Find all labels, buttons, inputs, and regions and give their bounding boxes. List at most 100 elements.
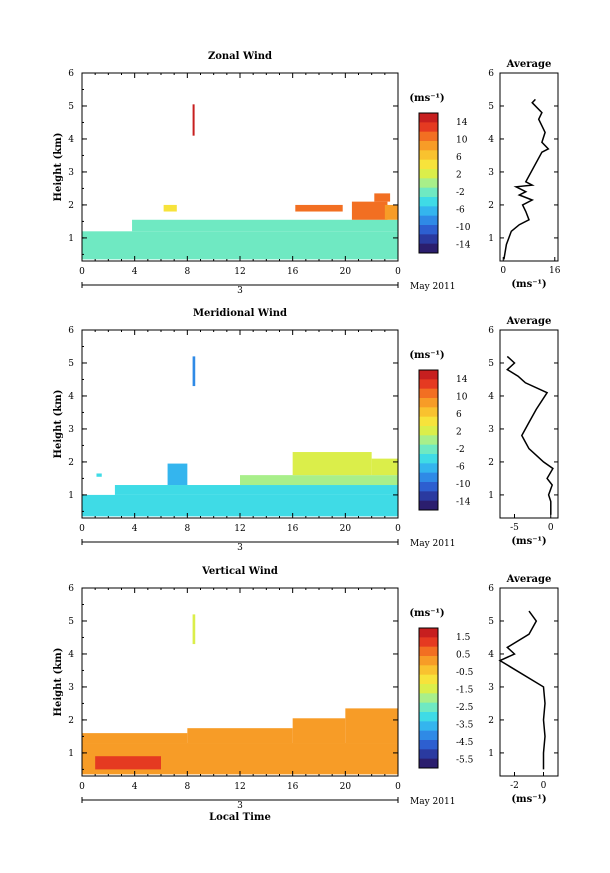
colorbar-tick-label: 6 bbox=[456, 153, 462, 163]
colorbar-unit: (ms⁻¹) bbox=[409, 608, 444, 619]
colorbar-swatch bbox=[419, 416, 438, 427]
y-tick-label: 4 bbox=[68, 135, 74, 145]
colorbar-swatch bbox=[419, 370, 438, 380]
profile-x-tick-label: -2 bbox=[510, 781, 519, 791]
heatmap-cell bbox=[82, 494, 398, 517]
colorbar-swatch bbox=[419, 225, 438, 235]
profile-x-tick-label: -5 bbox=[510, 523, 519, 533]
profile-y-tick-label: 2 bbox=[488, 201, 494, 211]
colorbar-swatch bbox=[419, 150, 438, 161]
date-label: 3 bbox=[237, 543, 243, 553]
month-label: May 2011 bbox=[410, 797, 455, 807]
colorbar-swatch bbox=[419, 243, 438, 254]
y-tick-label: 3 bbox=[68, 425, 74, 435]
colorbar: (ms⁻¹) 14 10 6 2 -2 -6 -10 -14 bbox=[409, 350, 471, 511]
month-label: May 2011 bbox=[410, 539, 455, 549]
x-tick-label: 0 bbox=[79, 782, 85, 792]
y-tick-label: 6 bbox=[68, 69, 74, 79]
heatmap-cell bbox=[292, 718, 346, 744]
x-tick-label: 16 bbox=[287, 782, 299, 792]
profile-title: Average bbox=[506, 59, 552, 70]
colorbar-swatch bbox=[419, 169, 438, 179]
profile-panel: Average 1 2 3 4 5 6 -2 0 (ms⁻¹) bbox=[488, 574, 559, 805]
profile-x-tick-label: 16 bbox=[549, 266, 561, 276]
y-tick-label: 3 bbox=[68, 168, 74, 178]
colorbar-tick-label: -1.5 bbox=[456, 685, 474, 695]
y-tick-label: 1 bbox=[68, 749, 74, 759]
colorbar-swatch bbox=[419, 693, 438, 704]
colorbar-tick-label: -4.5 bbox=[456, 738, 474, 748]
colorbar-swatch bbox=[419, 131, 438, 142]
colorbar-swatch bbox=[419, 141, 438, 151]
colorbar-tick-label: -10 bbox=[456, 480, 471, 490]
x-tick-label: 8 bbox=[184, 267, 190, 277]
colorbar-swatch bbox=[419, 628, 438, 638]
profile-title: Average bbox=[506, 316, 552, 327]
profile-y-tick-label: 1 bbox=[488, 234, 494, 244]
colorbar-swatch bbox=[419, 159, 438, 170]
x-tick-label: 16 bbox=[287, 524, 299, 534]
y-tick-label: 6 bbox=[68, 584, 74, 594]
colorbar-tick-label: -6 bbox=[456, 205, 465, 215]
x-tick-label: 8 bbox=[184, 782, 190, 792]
profile-y-tick-label: 2 bbox=[488, 716, 494, 726]
heatmap-cell bbox=[96, 473, 102, 477]
colorbar-tick-label: -14 bbox=[456, 240, 471, 250]
profile-y-tick-label: 2 bbox=[488, 458, 494, 468]
profile-y-tick-label: 4 bbox=[488, 392, 494, 402]
profile-y-tick-label: 5 bbox=[488, 359, 494, 369]
colorbar-swatch bbox=[419, 444, 438, 455]
profile-x-label: (ms⁻¹) bbox=[511, 794, 546, 805]
heatmap-cell bbox=[371, 458, 398, 476]
month-label: May 2011 bbox=[410, 282, 455, 292]
x-tick-label: 12 bbox=[234, 524, 245, 534]
profile-y-tick-label: 4 bbox=[488, 135, 494, 145]
y-tick-label: 4 bbox=[68, 650, 74, 660]
profile-y-tick-label: 5 bbox=[488, 102, 494, 112]
colorbar-swatch bbox=[419, 758, 438, 769]
profile-x-tick-label: 0 bbox=[548, 523, 554, 533]
profile-line bbox=[506, 355, 554, 515]
heatmap-cells bbox=[82, 104, 399, 260]
profile-frame bbox=[499, 72, 559, 262]
x-tick-label: 0 bbox=[395, 267, 401, 277]
heatmap-cell bbox=[187, 728, 293, 744]
heatmap-cell bbox=[292, 452, 372, 476]
colorbar-swatch bbox=[419, 398, 438, 408]
colorbar-swatch bbox=[419, 656, 438, 666]
x-tick-label: 0 bbox=[79, 267, 85, 277]
heatmap-cell bbox=[295, 204, 343, 212]
profile-y-tick-label: 3 bbox=[488, 168, 494, 178]
y-tick-label: 5 bbox=[68, 617, 74, 627]
colorbar-frame bbox=[418, 112, 439, 254]
colorbar-tick-label: -0.5 bbox=[456, 668, 474, 678]
colorbar-swatch bbox=[419, 482, 438, 492]
colorbar-swatch bbox=[419, 234, 438, 245]
panel-title: Vertical Wind bbox=[201, 566, 278, 577]
profile-frame bbox=[499, 587, 559, 777]
colorbar-tick-label: 10 bbox=[456, 392, 468, 402]
y-tick-label: 5 bbox=[68, 102, 74, 112]
colorbar-swatch bbox=[419, 407, 438, 418]
colorbar-tick-label: 0.5 bbox=[456, 650, 471, 660]
date-label: 3 bbox=[237, 801, 243, 811]
date-label: 3 bbox=[237, 286, 243, 296]
profile-y-tick-label: 5 bbox=[488, 617, 494, 627]
y-tick-label: 4 bbox=[68, 392, 74, 402]
y-tick-label: 6 bbox=[68, 326, 74, 336]
heatmap-cell bbox=[374, 193, 391, 202]
panel-title: Zonal Wind bbox=[208, 51, 272, 62]
colorbar-tick-label: -5.5 bbox=[456, 755, 474, 765]
profile-title: Average bbox=[506, 574, 552, 585]
profile-x-tick-label: 0 bbox=[500, 266, 506, 276]
profile-frame bbox=[499, 329, 559, 519]
colorbar-tick-label: -10 bbox=[456, 223, 471, 233]
colorbar-swatch bbox=[419, 454, 438, 464]
colorbar-swatch bbox=[419, 426, 438, 436]
y-axis-label: Height (km) bbox=[53, 648, 64, 717]
profile-x-label: (ms⁻¹) bbox=[511, 536, 546, 547]
heatmap-cell bbox=[192, 614, 196, 645]
profile-x-label: (ms⁻¹) bbox=[511, 279, 546, 290]
